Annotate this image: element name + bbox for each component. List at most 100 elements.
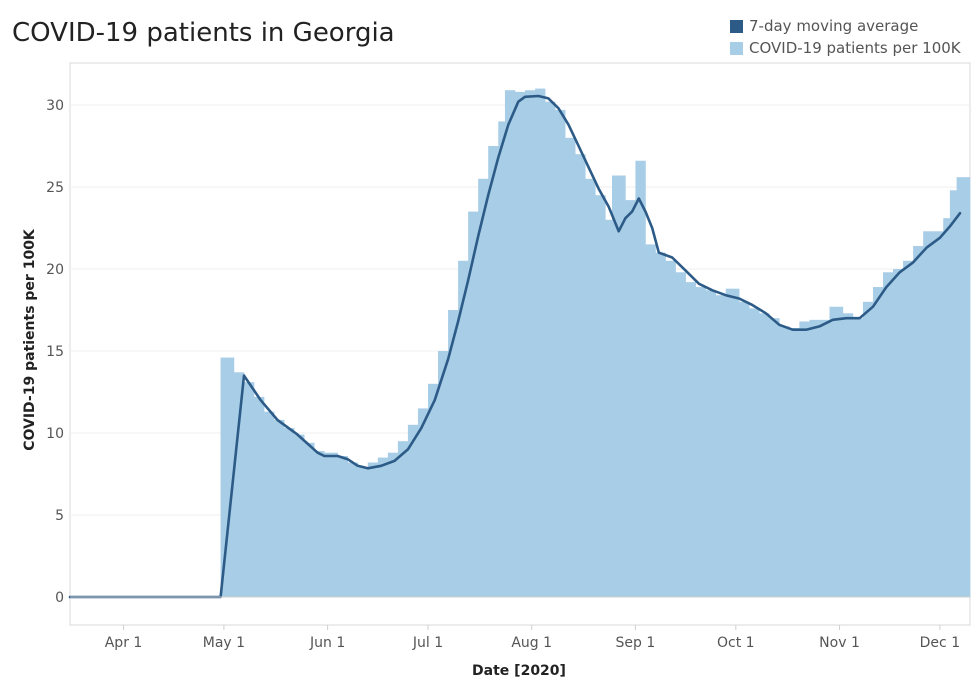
bar	[799, 321, 810, 597]
bar	[779, 326, 790, 597]
bar	[478, 178, 489, 598]
bar	[377, 457, 389, 597]
legend: 7-day moving average COVID-19 patients p…	[730, 15, 961, 59]
y-tick-label: 5	[55, 508, 64, 524]
bar	[759, 313, 770, 597]
legend-label-patients-per-100k: COVID-19 patients per 100K	[749, 39, 961, 57]
bar	[913, 246, 924, 598]
x-axis-title: Date [2020]	[472, 663, 566, 679]
bar-series	[220, 88, 971, 598]
bar	[612, 175, 626, 597]
bar	[220, 357, 235, 597]
bar	[893, 269, 904, 597]
bar	[274, 419, 285, 597]
bar	[498, 121, 506, 598]
bar	[347, 462, 359, 597]
bar	[789, 328, 800, 597]
bar	[488, 146, 499, 597]
bar	[675, 272, 686, 597]
legend-swatch-moving-average	[730, 19, 743, 33]
y-tick-label: 0	[55, 590, 64, 606]
bar	[233, 372, 245, 597]
bar	[254, 396, 265, 597]
bar	[665, 260, 676, 597]
y-axis-title: COVID-19 patients per 100K	[22, 228, 38, 451]
legend-label-moving-average: 7-day moving average	[749, 17, 919, 35]
bar	[943, 218, 951, 597]
y-tick-label: 30	[46, 98, 64, 114]
bar	[525, 90, 536, 598]
y-tick-label: 20	[46, 262, 64, 278]
bar	[903, 260, 914, 597]
bar	[949, 190, 957, 597]
bar	[284, 428, 295, 597]
bar	[264, 411, 275, 597]
bar	[555, 109, 566, 598]
bar	[883, 272, 894, 597]
y-tick-label: 15	[46, 344, 64, 360]
bar	[936, 231, 944, 597]
bar	[407, 424, 419, 597]
bar	[695, 287, 706, 597]
bar	[535, 88, 546, 597]
bar	[725, 288, 740, 597]
bar	[605, 219, 613, 598]
line-series	[68, 94, 962, 599]
bar	[504, 90, 516, 598]
bar	[324, 452, 338, 597]
bar	[923, 231, 937, 597]
x-tick-label: Dec 1	[920, 635, 960, 651]
bar	[749, 308, 760, 597]
x-tick-label: Sep 1	[616, 635, 656, 651]
legend-swatch-patients-per-100k	[730, 41, 743, 55]
x-tick-label: Nov 1	[819, 635, 860, 651]
bar	[304, 442, 315, 597]
bar	[715, 295, 727, 597]
y-tick-label: 25	[46, 180, 64, 196]
bar	[829, 306, 844, 597]
moving-average-line	[68, 94, 962, 599]
x-tick-label: Apr 1	[105, 635, 143, 651]
x-tick-label: May 1	[203, 635, 245, 651]
bar	[862, 301, 874, 597]
bar	[769, 318, 780, 597]
bar	[468, 211, 479, 597]
legend-item-moving-average[interactable]: 7-day moving average	[730, 15, 961, 37]
y-tick-label: 10	[46, 426, 64, 442]
bar	[585, 178, 596, 598]
bar	[645, 244, 656, 597]
bar	[625, 200, 636, 597]
bar	[458, 260, 469, 597]
bar	[448, 310, 459, 597]
legend-item-patients-per-100k[interactable]: COVID-19 patients per 100K	[730, 37, 961, 59]
bar	[387, 452, 399, 597]
axes: 0 5 10 15 20 25 30 Apr 1 May 1 Jun 1 Jul 1 Aug 1 Sep…	[46, 98, 970, 651]
bar	[417, 408, 429, 597]
bar	[595, 195, 606, 597]
bar	[852, 318, 864, 597]
bar	[685, 282, 696, 597]
bar	[337, 455, 348, 597]
x-tick-label: Jun 1	[309, 635, 345, 651]
bar	[397, 441, 409, 597]
x-tick-label: Jul 1	[412, 635, 443, 651]
bar	[809, 319, 820, 597]
bar	[427, 383, 439, 597]
bar	[705, 290, 717, 597]
x-tick-label: Oct 1	[717, 635, 755, 651]
x-tick-label: Aug 1	[511, 635, 552, 651]
bar	[872, 287, 884, 597]
bar	[243, 382, 255, 597]
bar	[314, 451, 325, 597]
bar	[367, 462, 379, 597]
bar	[545, 101, 556, 597]
bar	[842, 313, 854, 597]
bar	[635, 160, 646, 597]
bar	[575, 154, 586, 597]
bar	[565, 137, 576, 598]
chart-title: COVID-19 patients in Georgia	[12, 18, 395, 48]
bar	[739, 301, 750, 597]
bar	[438, 351, 449, 597]
bar	[655, 252, 666, 597]
